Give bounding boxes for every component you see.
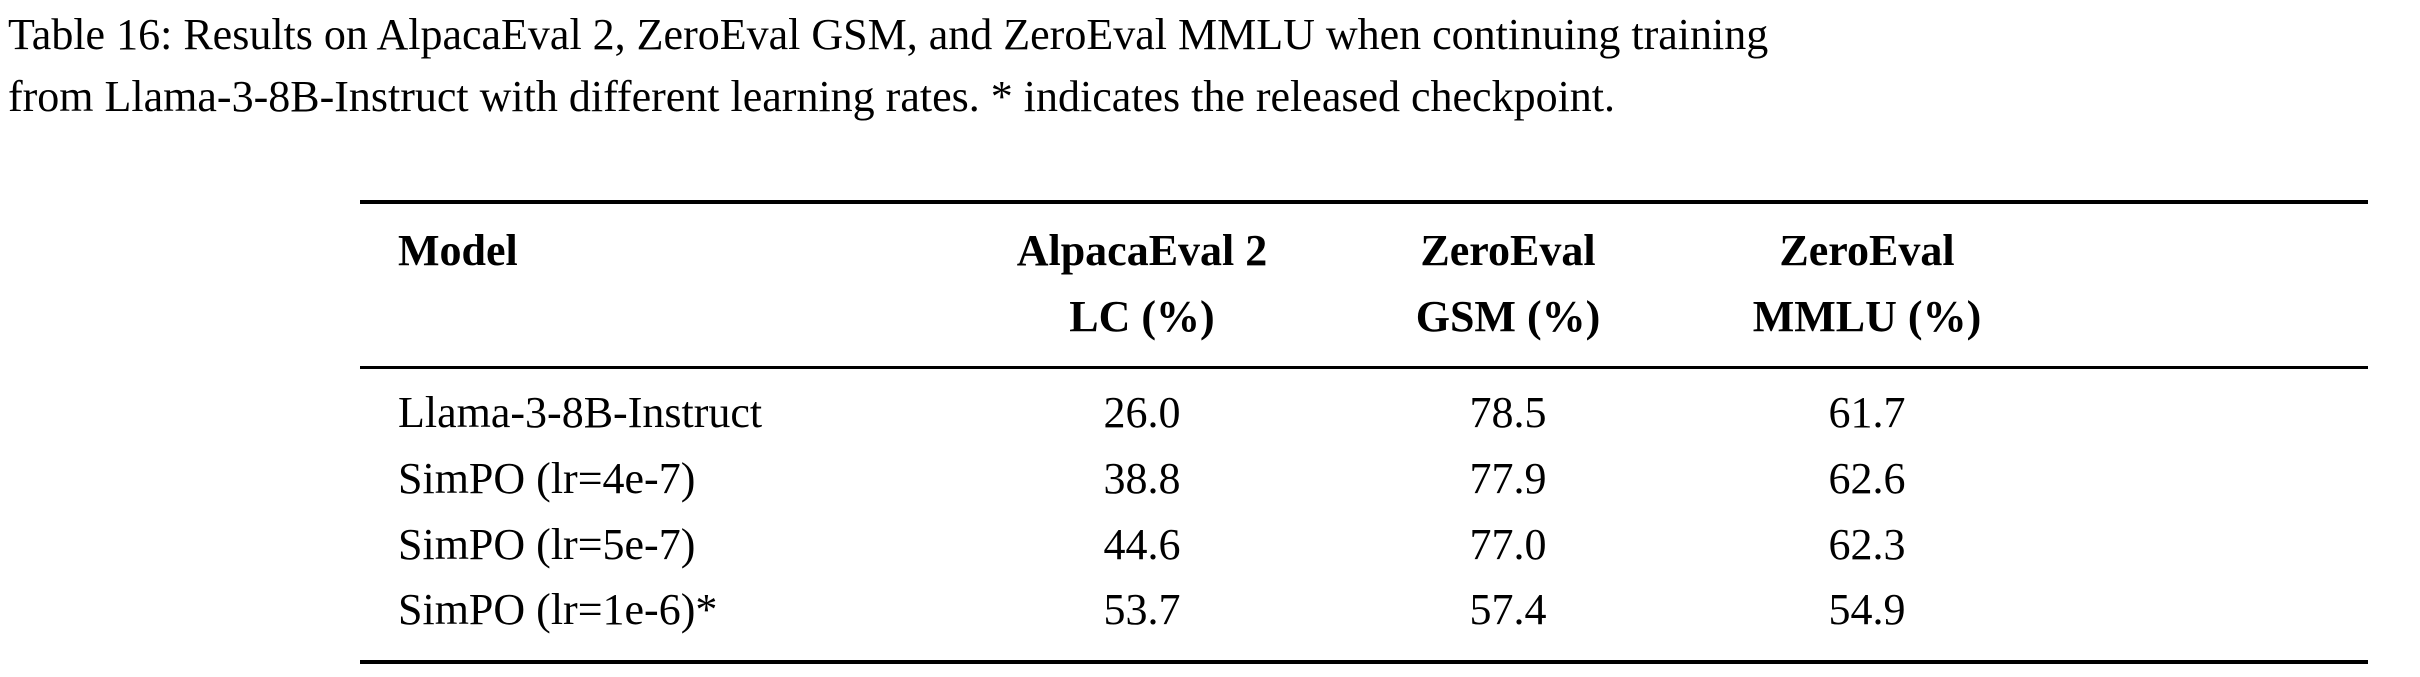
header-gsm-line2: GSM (%) <box>1415 292 1601 341</box>
header-mmlu-line1: ZeroEval <box>1779 226 1955 275</box>
mmlu-value: 62.3 <box>1828 520 1906 569</box>
gsm-value: 77.9 <box>1469 454 1547 503</box>
bottom-rule <box>360 660 2368 664</box>
model-name: Llama-3-8B-Instruct <box>398 388 763 437</box>
gsm-value: 57.4 <box>1469 585 1547 634</box>
model-name: SimPO (lr=4e-7) <box>398 454 696 503</box>
mmlu-value: 62.6 <box>1828 454 1906 503</box>
gsm-value: 78.5 <box>1469 388 1547 437</box>
caption-line-2: from Llama-3-8B-Instruct with different … <box>8 72 1616 121</box>
model-name: SimPO (lr=1e-6)* <box>398 585 718 634</box>
mmlu-value: 54.9 <box>1828 585 1906 634</box>
alpacaeval-value: 44.6 <box>1103 520 1181 569</box>
header-mmlu-line2: MMLU (%) <box>1752 292 1982 341</box>
caption-line-1: Table 16: Results on AlpacaEval 2, ZeroE… <box>8 10 1769 59</box>
alpacaeval-value: 38.8 <box>1103 454 1181 503</box>
mmlu-value: 61.7 <box>1828 388 1906 437</box>
table-caption: Table 16: Results on AlpacaEval 2, ZeroE… <box>8 4 2418 128</box>
top-rule <box>360 200 2368 204</box>
header-gsm-line1: ZeroEval <box>1420 226 1596 275</box>
gsm-value: 77.0 <box>1469 520 1547 569</box>
header-rule <box>360 366 2368 369</box>
alpacaeval-value: 53.7 <box>1103 585 1181 634</box>
header-model: Model <box>398 226 518 275</box>
model-name: SimPO (lr=5e-7) <box>398 520 696 569</box>
alpacaeval-value: 26.0 <box>1103 388 1181 437</box>
header-alpacaeval-line2: LC (%) <box>1069 292 1215 341</box>
header-alpacaeval-line1: AlpacaEval 2 <box>1016 226 1268 275</box>
